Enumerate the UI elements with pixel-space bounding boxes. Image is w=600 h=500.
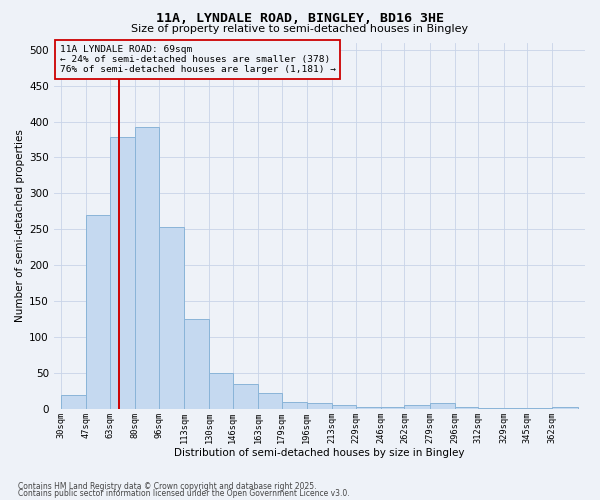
Bar <box>455 407 478 409</box>
Y-axis label: Number of semi-detached properties: Number of semi-detached properties <box>15 130 25 322</box>
Bar <box>553 407 578 409</box>
Bar <box>281 402 307 409</box>
Bar <box>258 393 281 409</box>
Text: Size of property relative to semi-detached houses in Bingley: Size of property relative to semi-detach… <box>131 24 469 34</box>
Bar <box>135 126 159 409</box>
Bar <box>61 394 86 409</box>
Text: 11A LYNDALE ROAD: 69sqm
← 24% of semi-detached houses are smaller (378)
76% of s: 11A LYNDALE ROAD: 69sqm ← 24% of semi-de… <box>59 44 335 74</box>
Bar <box>110 138 135 409</box>
Bar <box>527 408 553 409</box>
Bar <box>404 406 430 409</box>
Bar <box>86 215 110 409</box>
Bar <box>159 227 184 409</box>
Text: Contains public sector information licensed under the Open Government Licence v3: Contains public sector information licen… <box>18 489 350 498</box>
Bar <box>381 407 404 409</box>
Bar <box>307 404 332 409</box>
Bar <box>184 319 209 409</box>
Bar <box>430 404 455 409</box>
Bar <box>209 373 233 409</box>
Text: Contains HM Land Registry data © Crown copyright and database right 2025.: Contains HM Land Registry data © Crown c… <box>18 482 317 491</box>
Bar <box>478 408 503 409</box>
Text: 11A, LYNDALE ROAD, BINGLEY, BD16 3HE: 11A, LYNDALE ROAD, BINGLEY, BD16 3HE <box>156 12 444 24</box>
X-axis label: Distribution of semi-detached houses by size in Bingley: Distribution of semi-detached houses by … <box>174 448 464 458</box>
Bar <box>332 406 356 409</box>
Bar <box>233 384 258 409</box>
Bar <box>356 407 381 409</box>
Bar <box>503 408 527 409</box>
